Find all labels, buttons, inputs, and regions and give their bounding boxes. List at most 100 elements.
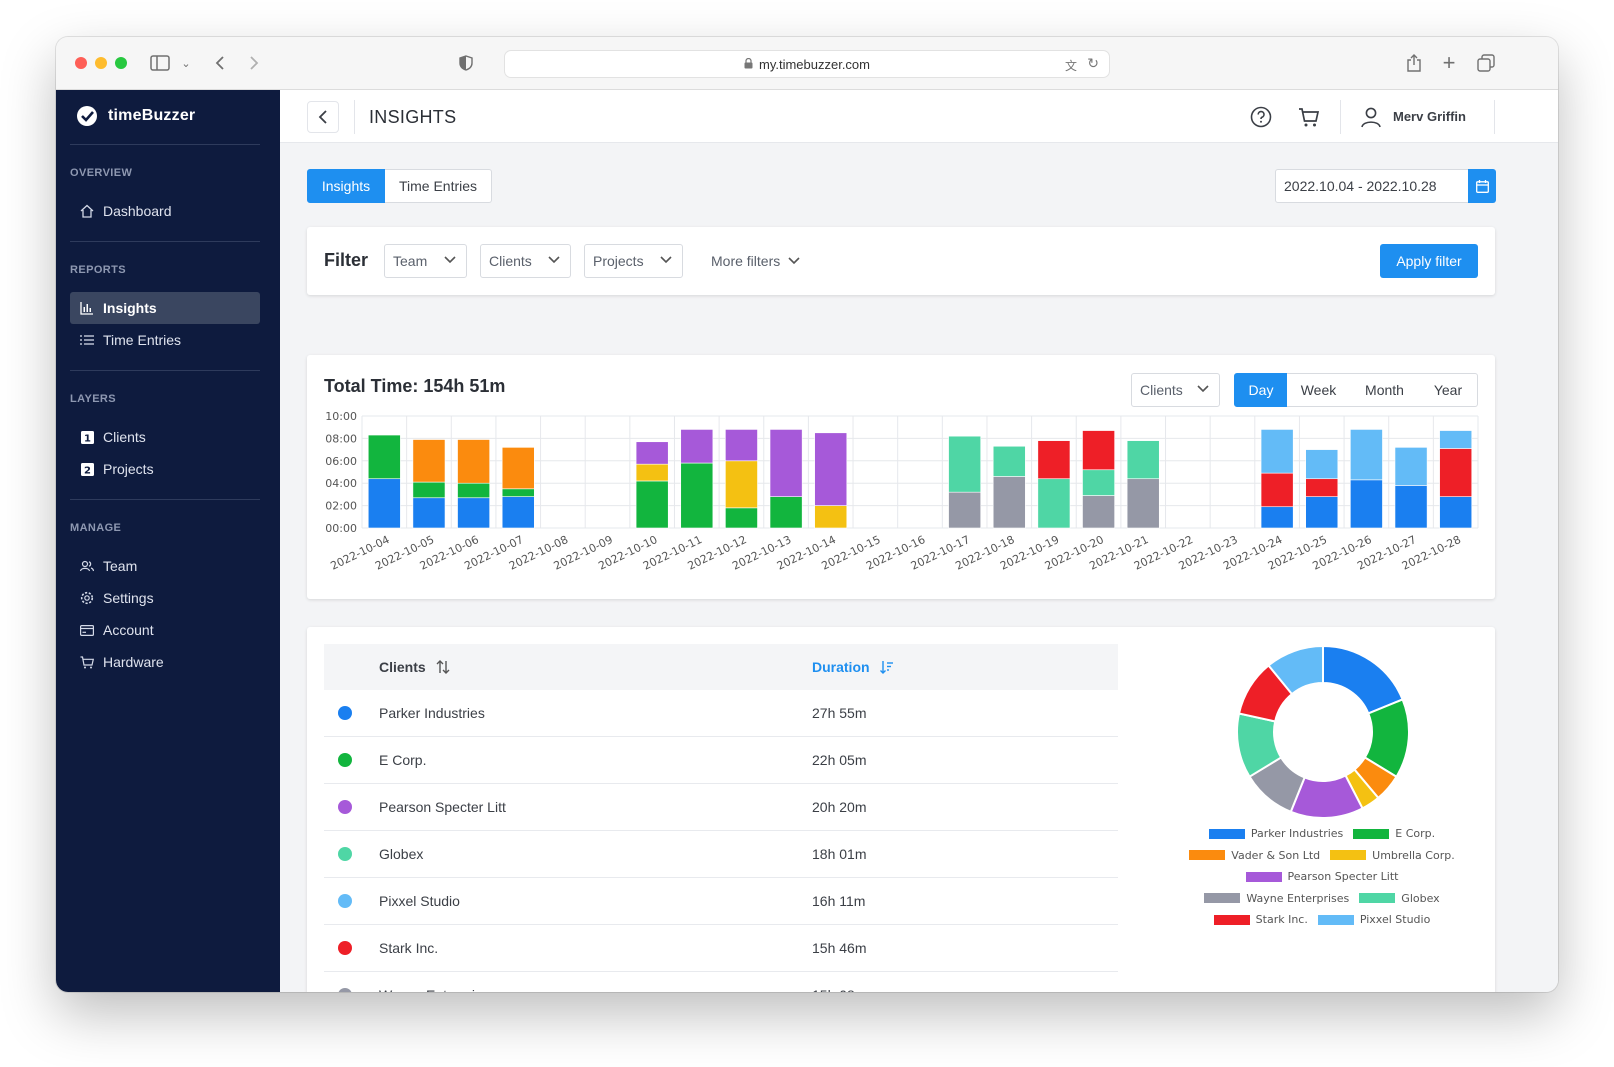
new-tab-icon[interactable]: + — [1442, 50, 1456, 75]
duration-column-header[interactable]: Duration — [812, 659, 894, 675]
projects-select[interactable]: Projects — [584, 244, 683, 278]
bar-segment[interactable] — [1305, 496, 1339, 529]
bar-segment[interactable] — [367, 478, 401, 529]
bar-segment[interactable] — [1082, 469, 1115, 496]
shield-icon[interactable] — [454, 51, 478, 75]
legend-item[interactable]: Stark Inc. — [1213, 913, 1308, 926]
bar-segment[interactable] — [814, 505, 848, 529]
bar-segment[interactable] — [680, 462, 714, 529]
bar-segment[interactable] — [1082, 430, 1115, 471]
clients-column-header[interactable]: Clients — [379, 659, 450, 675]
date-range-input[interactable]: 2022.10.04 - 2022.10.28 — [1275, 169, 1469, 203]
bar-segment[interactable] — [412, 497, 446, 529]
bar-segment[interactable] — [635, 463, 669, 482]
sidebar-item-hardware[interactable]: Hardware — [70, 646, 260, 678]
bar-segment[interactable] — [1126, 478, 1160, 529]
user-name[interactable]: Merv Griffin — [1393, 109, 1466, 124]
period-year[interactable]: Year — [1419, 373, 1478, 407]
bar-segment[interactable] — [725, 507, 758, 529]
legend-item[interactable]: Pixxel Studio — [1317, 913, 1430, 926]
bar-segment[interactable] — [769, 429, 803, 497]
bar-segment[interactable] — [635, 441, 669, 465]
back-nav-icon[interactable] — [208, 51, 232, 75]
bar-segment[interactable] — [1394, 447, 1428, 486]
donut-slice[interactable] — [1267, 644, 1324, 696]
table-row[interactable]: Pixxel Studio 16h 11m — [324, 878, 1118, 925]
bar-segment[interactable] — [412, 481, 446, 499]
bar-segment[interactable] — [1305, 449, 1339, 480]
cart-icon[interactable] — [1298, 107, 1320, 133]
team-select[interactable]: Team — [384, 244, 467, 278]
tabs-overview-icon[interactable] — [1474, 51, 1498, 75]
bar-segment[interactable] — [457, 439, 490, 484]
table-row[interactable]: Pearson Specter Litt 20h 20m — [324, 784, 1118, 831]
bar-segment[interactable] — [1394, 485, 1428, 529]
apply-filter-button[interactable]: Apply filter — [1380, 244, 1478, 278]
bar-segment[interactable] — [725, 460, 758, 509]
bar-segment[interactable] — [1439, 496, 1473, 529]
sidebar-item-account[interactable]: Account — [70, 614, 260, 646]
legend-item[interactable]: Vader & Son Ltd — [1189, 849, 1320, 862]
bar-segment[interactable] — [1350, 479, 1383, 529]
sidebar-item-clients[interactable]: 1 Clients — [70, 421, 260, 453]
bar-segment[interactable] — [948, 435, 982, 493]
sidebar-item-projects[interactable]: 2 Projects — [70, 453, 260, 485]
bar-segment[interactable] — [680, 429, 714, 464]
tab-time-entries[interactable]: Time Entries — [385, 169, 492, 203]
user-icon[interactable] — [1360, 106, 1382, 133]
legend-item[interactable]: Globex — [1359, 892, 1440, 905]
table-row[interactable]: Parker Industries 27h 55m — [324, 690, 1118, 737]
period-month[interactable]: Month — [1350, 373, 1420, 407]
bar-segment[interactable] — [635, 480, 669, 529]
bar-segment[interactable] — [1260, 472, 1294, 508]
bar-segment[interactable] — [501, 447, 535, 490]
sidebar-item-insights[interactable]: Insights — [70, 292, 260, 324]
bar-segment[interactable] — [992, 476, 1026, 529]
bar-segment[interactable] — [1439, 430, 1473, 449]
sidebar-toggle-icon[interactable] — [148, 51, 172, 75]
bar-segment[interactable] — [1439, 448, 1473, 497]
table-row[interactable]: E Corp. 22h 05m — [324, 737, 1118, 784]
clients-select[interactable]: Clients — [480, 244, 571, 278]
legend-item[interactable]: Wayne Enterprises — [1204, 892, 1349, 905]
translate-icon[interactable]: 文 — [1064, 59, 1077, 73]
close-window-button[interactable] — [75, 57, 87, 69]
group-by-select[interactable]: Clients — [1131, 373, 1220, 407]
legend-item[interactable]: Pearson Specter Litt — [1245, 870, 1398, 883]
bar-segment[interactable] — [1260, 429, 1294, 474]
zoom-window-button[interactable] — [115, 57, 127, 69]
chevron-down-icon[interactable]: ⌄ — [181, 57, 191, 70]
bar-segment[interactable] — [992, 445, 1026, 477]
table-row[interactable]: Wayne Enterprises 15h 08m — [324, 972, 1118, 992]
bar-segment[interactable] — [457, 497, 490, 529]
bar-segment[interactable] — [1260, 506, 1294, 529]
app-logo[interactable]: timeBuzzer — [76, 104, 195, 128]
bar-segment[interactable] — [769, 496, 803, 529]
bar-segment[interactable] — [1037, 440, 1071, 480]
bar-segment[interactable] — [367, 434, 401, 480]
back-button[interactable] — [307, 101, 339, 133]
period-week[interactable]: Week — [1287, 373, 1351, 407]
sidebar-item-dashboard[interactable]: Dashboard — [70, 195, 260, 227]
bar-segment[interactable] — [501, 488, 535, 497]
bar-segment[interactable] — [501, 496, 535, 529]
sidebar-item-team[interactable]: Team — [70, 550, 260, 582]
reload-icon[interactable]: ↻ — [1087, 55, 1099, 71]
bar-segment[interactable] — [814, 432, 848, 506]
bar-segment[interactable] — [457, 482, 490, 499]
bar-segment[interactable] — [948, 491, 982, 529]
sort-icon[interactable] — [436, 659, 450, 675]
bar-segment[interactable] — [1305, 478, 1339, 497]
share-icon[interactable] — [1402, 51, 1426, 75]
legend-item[interactable]: E Corp. — [1353, 827, 1435, 840]
sort-descending-icon[interactable] — [879, 660, 894, 674]
calendar-button[interactable] — [1468, 169, 1496, 203]
more-filters-button[interactable]: More filters — [711, 253, 800, 269]
bar-segment[interactable] — [412, 439, 446, 483]
period-day[interactable]: Day — [1234, 373, 1288, 407]
legend-item[interactable]: Umbrella Corp. — [1330, 849, 1455, 862]
sidebar-item-time-entries[interactable]: Time Entries — [70, 324, 260, 356]
tab-insights[interactable]: Insights — [307, 169, 385, 203]
address-bar[interactable]: my.timebuzzer.com 文 ↻ — [504, 50, 1110, 78]
bar-segment[interactable] — [1082, 495, 1115, 529]
